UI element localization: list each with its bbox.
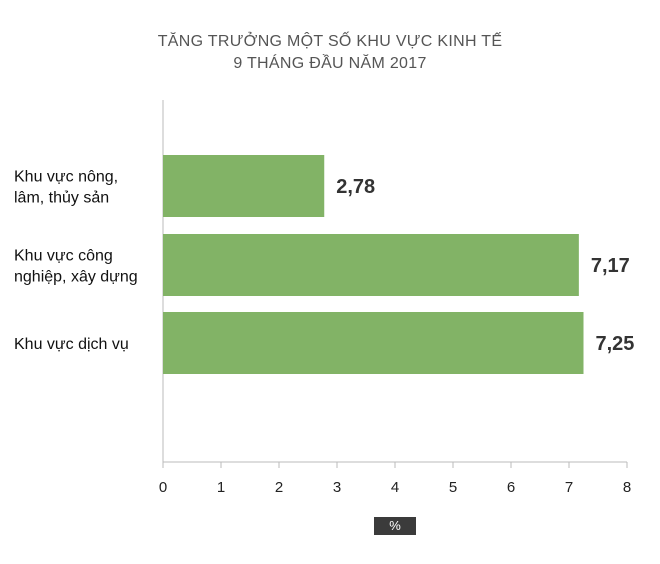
x-tick-label: 5 <box>449 479 457 496</box>
bar-value-label: 7,25 <box>596 333 635 355</box>
x-tick-label: 7 <box>565 479 573 496</box>
bar <box>163 312 584 374</box>
x-tick-label: 2 <box>275 479 283 496</box>
x-tick-label: 6 <box>507 479 515 496</box>
bar-value-label: 7,17 <box>591 255 630 277</box>
bar <box>163 155 325 217</box>
bar-value-label: 2,78 <box>336 176 375 198</box>
x-tick-label: 8 <box>623 479 631 496</box>
category-label: lâm, thủy sản <box>14 190 109 207</box>
category-label: Khu vực dịch vụ <box>14 336 129 353</box>
x-tick-label: 0 <box>159 479 167 496</box>
x-tick-label: 1 <box>217 479 225 496</box>
category-label: Khu vực nông, <box>14 169 118 186</box>
chart-title-line-2: 9 THÁNG ĐẦU NĂM 2017 <box>233 55 427 72</box>
x-tick-label: 4 <box>391 479 399 496</box>
category-label: Khu vực công <box>14 248 113 265</box>
chart-title-line-1: TĂNG TRƯỞNG MỘT SỐ KHU VỰC KINH TẾ <box>157 33 503 50</box>
x-axis-unit-label: % <box>374 517 416 535</box>
bar <box>163 234 579 296</box>
x-tick-label: 3 <box>333 479 341 496</box>
category-label: nghiệp, xây dựng <box>14 269 138 286</box>
